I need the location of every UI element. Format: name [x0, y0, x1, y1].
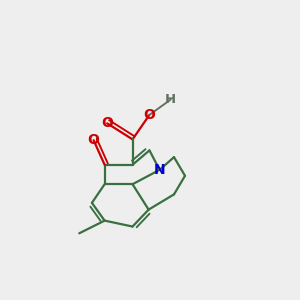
- Text: O: O: [143, 108, 155, 122]
- Text: H: H: [165, 93, 176, 106]
- Text: O: O: [101, 116, 113, 130]
- Text: O: O: [88, 133, 100, 147]
- Text: N: N: [154, 163, 165, 177]
